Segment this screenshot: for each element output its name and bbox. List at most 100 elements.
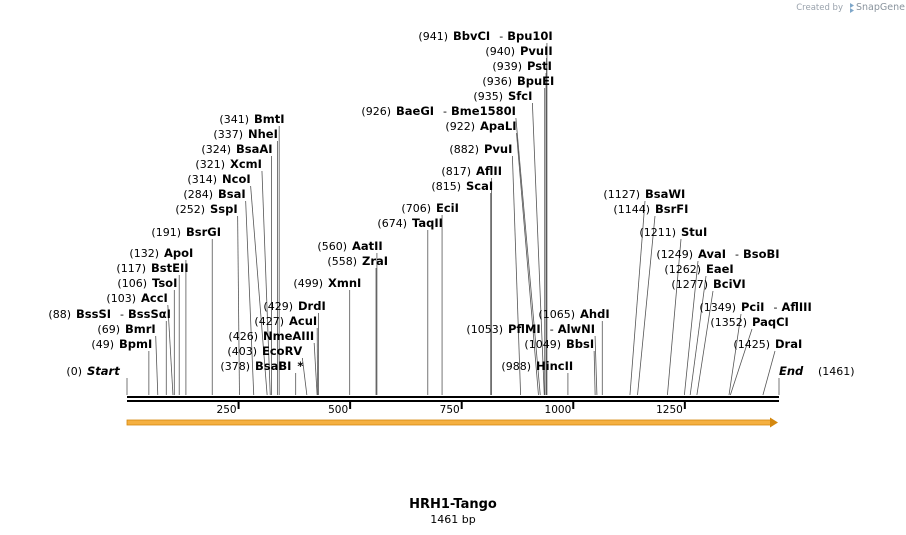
site-label-sfci[interactable]: (935) SfcI <box>473 89 532 103</box>
site-enzyme-name[interactable]: XcmI <box>230 157 262 171</box>
site-enzyme-name[interactable]: Start <box>87 364 120 378</box>
site-enzyme-name[interactable]: EciI <box>436 201 459 215</box>
site-label-ncoi[interactable]: (314) NcoI <box>187 172 250 186</box>
site-label-bsrfi[interactable]: (1144) BsrFI <box>613 202 688 216</box>
site-label-bsai[interactable]: (284) BsaI <box>183 187 245 201</box>
site-label-bbsi[interactable]: (1049) BbsI <box>524 337 594 351</box>
site-enzyme-name[interactable]: SspI <box>210 202 238 216</box>
site-label-aatii[interactable]: (560) AatII <box>317 239 382 253</box>
site-enzyme-name[interactable]: PstI <box>527 59 552 73</box>
site-partner-name[interactable]: AflIII <box>781 300 811 314</box>
site-enzyme-name[interactable]: BciVI <box>713 277 746 291</box>
site-label-bsawi[interactable]: (1127) BsaWI <box>603 187 685 201</box>
feature-arrow[interactable] <box>126 417 778 428</box>
site-enzyme-name[interactable]: ApaLI <box>480 119 517 133</box>
site-enzyme-name[interactable]: BsrGI <box>186 225 221 239</box>
site-label-tsoi[interactable]: (106) TsoI <box>117 276 177 290</box>
site-partner-name[interactable]: Bme1580I <box>451 104 516 118</box>
site-label-eaei[interactable]: (1262) EaeI <box>664 262 733 276</box>
site-enzyme-name[interactable]: ZraI <box>362 254 388 268</box>
site-label-pvui[interactable]: (882) PvuI <box>449 142 512 156</box>
site-enzyme-name[interactable]: EaeI <box>706 262 734 276</box>
site-enzyme-name[interactable]: TsoI <box>152 276 177 290</box>
site-label-bsabi[interactable]: (378) BsaBI * <box>220 359 303 373</box>
site-label-start[interactable]: (0) Start <box>66 364 120 378</box>
site-label-baegi[interactable]: (926) BaeGI - Bme1580I <box>361 104 515 118</box>
site-enzyme-name[interactable]: DrdI <box>298 299 326 313</box>
site-label-ecii[interactable]: (706) EciI <box>401 201 459 215</box>
site-label-acci[interactable]: (103) AccI <box>106 291 167 305</box>
site-enzyme-name[interactable]: StuI <box>681 225 707 239</box>
site-label-avai[interactable]: (1249) AvaI - BsoBI <box>656 247 779 261</box>
site-enzyme-name[interactable]: PflMI <box>508 322 541 336</box>
feature-bar[interactable] <box>126 419 772 426</box>
site-label-zrai[interactable]: (558) ZraI <box>327 254 388 268</box>
site-label-taqii[interactable]: (674) TaqII <box>377 216 443 230</box>
site-enzyme-name[interactable]: BmtI <box>254 112 285 126</box>
site-enzyme-name[interactable]: TaqII <box>412 216 443 230</box>
site-enzyme-name[interactable]: BsaAI <box>236 142 273 156</box>
site-enzyme-name[interactable]: EcoRV <box>262 344 302 358</box>
site-label-bcivi[interactable]: (1277) BciVI <box>671 277 745 291</box>
site-enzyme-name[interactable]: AcuI <box>289 314 317 328</box>
site-label-pvuii[interactable]: (940) PvuII <box>485 44 552 58</box>
site-label-bbvci[interactable]: (941) BbvCI - Bpu10I <box>418 29 552 43</box>
site-label-nmeaiii[interactable]: (426) NmeAIII <box>228 329 314 343</box>
site-enzyme-name[interactable]: DraI <box>775 337 802 351</box>
site-partner-name[interactable]: AlwNI <box>558 322 595 336</box>
site-enzyme-name[interactable]: BpmI <box>119 337 152 351</box>
site-label-aflii[interactable]: (817) AflII <box>441 164 502 178</box>
site-label-xcmi[interactable]: (321) XcmI <box>195 157 262 171</box>
site-enzyme-name[interactable]: ApoI <box>164 246 193 260</box>
site-enzyme-name[interactable]: BbvCI <box>453 29 490 43</box>
site-label-bpmi[interactable]: (49) BpmI <box>91 337 152 351</box>
site-label-paqci[interactable]: (1352) PaqCI <box>710 315 788 329</box>
site-label-bsssi[interactable]: (88) BssSI - BssSαI <box>48 307 171 321</box>
site-enzyme-name[interactable]: BaeGI <box>396 104 434 118</box>
site-enzyme-name[interactable]: SfcI <box>508 89 532 103</box>
site-enzyme-name[interactable]: ScaI <box>466 179 493 193</box>
site-label-ahdi[interactable]: (1065) AhdI <box>538 307 609 321</box>
site-label-bmri[interactable]: (69) BmrI <box>97 322 155 336</box>
site-enzyme-name[interactable]: AatII <box>352 239 383 253</box>
site-enzyme-name[interactable]: BsaBI <box>255 359 291 373</box>
site-enzyme-name[interactable]: BssSI <box>76 307 111 321</box>
site-label-end[interactable]: (1461) End <box>779 364 855 378</box>
feature-arrowhead[interactable] <box>770 417 778 428</box>
site-label-sspi[interactable]: (252) SspI <box>175 202 237 216</box>
site-label-apoi[interactable]: (132) ApoI <box>129 246 193 260</box>
site-enzyme-name[interactable]: BsrFI <box>655 202 688 216</box>
site-partner-name[interactable]: BsoBI <box>743 247 780 261</box>
site-label-pcii[interactable]: (1349) PciI - AflIII <box>699 300 811 314</box>
site-enzyme-name[interactable]: BbsI <box>566 337 594 351</box>
site-label-ecorv[interactable]: (403) EcoRV <box>227 344 302 358</box>
site-label-pflmi[interactable]: (1053) PflMI - AlwNI <box>466 322 595 336</box>
site-enzyme-name[interactable]: PvuI <box>484 142 512 156</box>
site-label-acui[interactable]: (427) AcuI <box>254 314 317 328</box>
site-enzyme-name[interactable]: NcoI <box>222 172 251 186</box>
site-label-xmni[interactable]: (499) XmnI <box>293 276 361 290</box>
site-label-drdi[interactable]: (429) DrdI <box>263 299 325 313</box>
site-label-stui[interactable]: (1211) StuI <box>639 225 707 239</box>
site-enzyme-name[interactable]: PciI <box>741 300 764 314</box>
site-enzyme-name[interactable]: AhdI <box>580 307 610 321</box>
site-label-nhei[interactable]: (337) NheI <box>213 127 277 141</box>
site-partner-name[interactable]: BssSαI <box>128 307 171 321</box>
site-label-apali[interactable]: (922) ApaLI <box>445 119 516 133</box>
site-enzyme-name[interactable]: AccI <box>141 291 168 305</box>
site-label-bsteii[interactable]: (117) BstEII <box>116 261 188 275</box>
site-enzyme-name[interactable]: BstEII <box>151 261 189 275</box>
site-label-psti[interactable]: (939) PstI <box>492 59 551 73</box>
site-enzyme-name[interactable]: PvuII <box>520 44 553 58</box>
site-enzyme-name[interactable]: BpuEI <box>517 74 554 88</box>
site-label-hincii[interactable]: (988) HincII <box>501 359 573 373</box>
site-enzyme-name[interactable]: BsaWI <box>645 187 685 201</box>
site-enzyme-name[interactable]: BsaI <box>218 187 246 201</box>
site-enzyme-name[interactable]: AflII <box>476 164 502 178</box>
site-enzyme-name[interactable]: AvaI <box>698 247 726 261</box>
site-enzyme-name[interactable]: BmrI <box>125 322 156 336</box>
site-enzyme-name[interactable]: HincII <box>536 359 573 373</box>
site-label-drai[interactable]: (1425) DraI <box>733 337 802 351</box>
site-enzyme-name[interactable]: PaqCI <box>752 315 789 329</box>
site-label-bpuei[interactable]: (936) BpuEI <box>482 74 554 88</box>
